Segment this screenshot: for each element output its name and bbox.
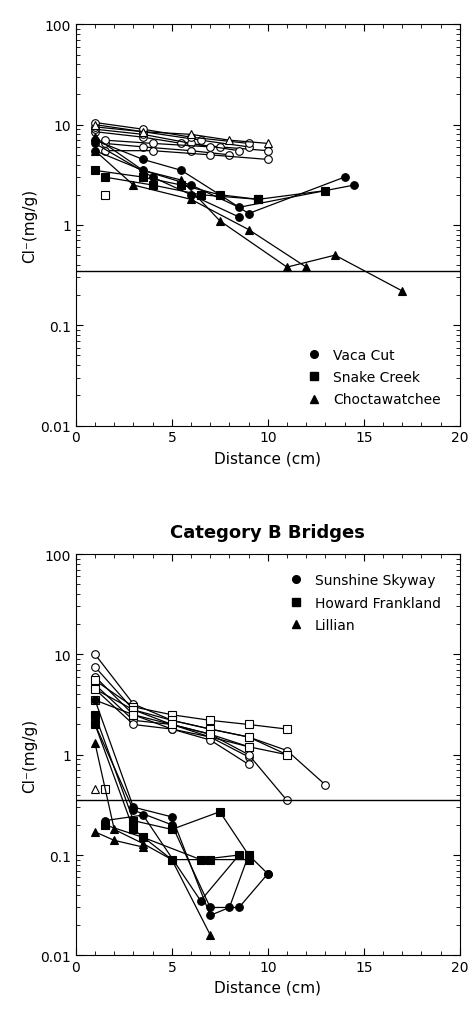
X-axis label: Distance (cm): Distance (cm) xyxy=(214,451,321,466)
Legend: Vaca Cut, Snake Creek, Choctawatchee: Vaca Cut, Snake Creek, Choctawatchee xyxy=(296,345,445,411)
Y-axis label: Cl⁻(mg/g): Cl⁻(mg/g) xyxy=(22,718,37,792)
Y-axis label: Cl⁻(mg/g): Cl⁻(mg/g) xyxy=(22,189,37,263)
Title: Category B Bridges: Category B Bridges xyxy=(170,524,365,542)
Legend: Sunshine Skyway, Howard Frankland, Lillian: Sunshine Skyway, Howard Frankland, Lilli… xyxy=(277,569,445,636)
X-axis label: Distance (cm): Distance (cm) xyxy=(214,980,321,995)
